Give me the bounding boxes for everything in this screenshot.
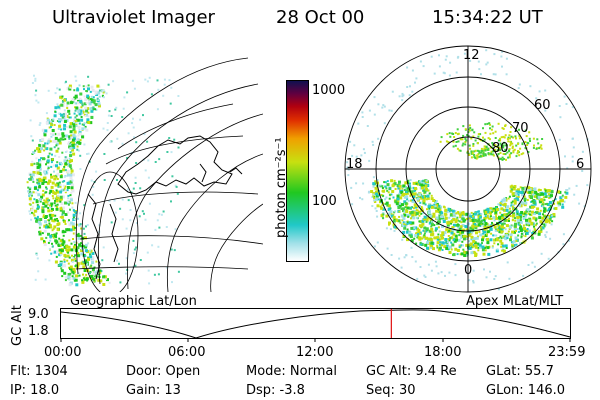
colorbar-tick-100: 100 [312, 194, 337, 209]
mlt-12-label: 12 [463, 48, 480, 63]
mlt-0-label: 0 [464, 263, 473, 278]
gc-alt-axis-label: GC Alt [10, 305, 25, 346]
colorbar-unit-label: photon cm⁻²s⁻¹ [274, 137, 289, 238]
apex-label: Apex MLat/MLT [466, 294, 564, 309]
geographic-image [26, 57, 263, 292]
date-label: 28 Oct 00 [276, 7, 365, 28]
ytick-9: 9.0 [28, 307, 49, 322]
lat-80-label: 80 [492, 141, 509, 156]
mlt-18-label: 18 [346, 157, 363, 172]
xtick-1200: 12:00 [296, 345, 334, 360]
polar-image [344, 45, 592, 293]
polar-aurora-emission [346, 49, 589, 291]
ytick-1-8: 1.8 [28, 324, 49, 339]
mode-value: Mode: Normal [246, 364, 337, 379]
glat-value: GLat: 55.7 [486, 364, 554, 379]
seq-value: Seq: 30 [366, 383, 416, 398]
lat-60-label: 60 [534, 98, 551, 113]
glon-value: GLon: 146.0 [486, 383, 566, 398]
ip-value: IP: 18.0 [10, 383, 60, 398]
x-ticks [60, 339, 571, 342]
gain-value: Gain: 13 [126, 383, 181, 398]
plot-frame [60, 308, 571, 339]
colorbar-tick-1000: 1000 [312, 83, 346, 98]
aurora-emission [26, 74, 180, 287]
xtick-0600: 06:00 [168, 345, 206, 360]
colorbar [286, 80, 309, 262]
xtick-1800: 18:00 [424, 345, 462, 360]
lat-70-label: 70 [512, 121, 529, 136]
gc-alt-value: GC Alt: 9.4 Re [366, 364, 457, 379]
instrument-title: Ultraviolet Imager [52, 7, 215, 28]
dsp-value: Dsp: -3.8 [246, 383, 305, 398]
flt-value: Flt: 1304 [10, 364, 68, 379]
xtick-0000: 00:00 [44, 345, 82, 360]
time-label: 15:34:22 UT [432, 7, 543, 28]
lat-lon-grid [75, 57, 263, 292]
mlt-6-label: 6 [576, 157, 585, 172]
altitude-curve [60, 309, 571, 339]
coastlines [87, 135, 243, 280]
altitude-plot [60, 308, 571, 342]
xtick-2359: 23:59 [548, 345, 586, 360]
polar-grid [344, 45, 592, 293]
geographic-label: Geographic Lat/Lon [70, 294, 197, 309]
door-value: Door: Open [126, 364, 201, 379]
